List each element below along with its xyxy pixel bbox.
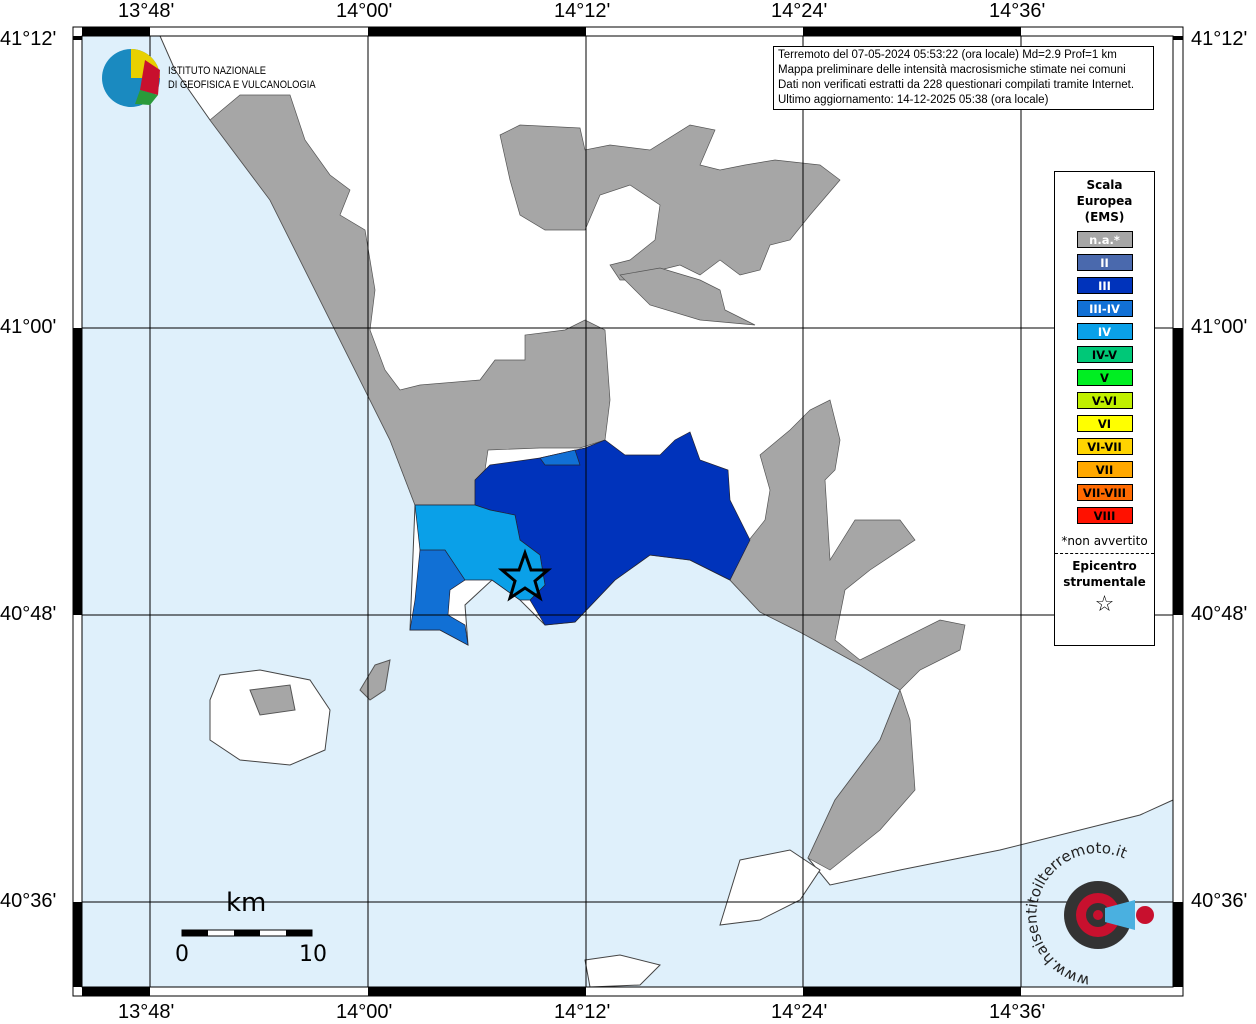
intensity-III-IV-region (409, 449, 581, 646)
lat-tick-left-2: 41°00' (0, 316, 57, 338)
lon-tick-bottom-1: 13°48' (118, 1001, 175, 1023)
na-region-north (499, 124, 841, 281)
ingv-logo-text: ISTITUTO NAZIONALE DI GEOFISICA E VULCAN… (168, 64, 316, 92)
lat-tick-right-4: 40°36' (1191, 890, 1248, 912)
lat-tick-left-3: 40°48' (0, 603, 57, 625)
legend-swatch-iii: III (1076, 277, 1133, 294)
scale-min: 0 (175, 942, 189, 967)
legend-swatch-vi: VI (1076, 415, 1133, 432)
legend-swatch-vii: VII (1076, 461, 1133, 478)
legend-swatch-v-vi: V-VI (1076, 392, 1133, 409)
legend-swatches: n.a.* II III III-IV IV IV-V V V-VI VI VI-VII VII VI… (1055, 231, 1154, 524)
legend-title: Scala Europea (EMS) (1055, 177, 1154, 225)
lon-tick-bottom-5: 14°36' (989, 1001, 1046, 1023)
lon-tick-bottom-4: 14°24' (771, 1001, 828, 1023)
legend-swatch-na: n.a.* (1076, 231, 1133, 248)
epicenter-line: strumentale (1063, 575, 1146, 589)
na-region-vesuvius (729, 399, 966, 871)
lon-tick-bottom-2: 14°00' (336, 1001, 393, 1023)
epicenter-star-icon: ☆ (1094, 592, 1115, 617)
legend-swatch-iv: IV (1076, 323, 1133, 340)
lon-tick-top-3: 14°12' (554, 0, 611, 22)
legend-swatch-v: V (1076, 369, 1133, 386)
lat-tick-right-1: 41°12' (1191, 28, 1248, 50)
map-frame (72, 26, 1184, 997)
ingv-line: DI GEOFISICA E VULCANOLOGIA (168, 79, 316, 91)
lon-tick-bottom-3: 14°12' (554, 1001, 611, 1023)
lat-tick-left-1: 41°12' (0, 28, 57, 50)
legend-epicenter-label: Epicentro strumentale (1055, 553, 1154, 590)
legend-title-line: Europea (1076, 194, 1133, 208)
legend-swatch-vi-vii: VI-VII (1076, 438, 1133, 455)
earthquake-info-box: Terremoto del 07-05-2024 05:53:22 (ora l… (773, 46, 1154, 110)
ingv-logo-globe (102, 49, 160, 107)
graticule (82, 36, 1173, 987)
lon-tick-top-5: 14°36' (989, 0, 1046, 22)
scale-max: 10 (299, 942, 327, 967)
scale-bar (181, 929, 313, 937)
lon-tick-top-4: 14°24' (771, 0, 828, 22)
ischia-island (209, 669, 331, 766)
epicenter-star (497, 548, 553, 602)
ingv-line: ISTITUTO NAZIONALE (168, 65, 267, 77)
epicenter-line: Epicentro (1072, 559, 1137, 573)
legend-swatch-iii-iv: III-IV (1076, 300, 1133, 317)
legend-title-line: (EMS) (1084, 210, 1125, 224)
ischia-na (249, 684, 296, 716)
ems-legend: Scala Europea (EMS) n.a.* II III III-IV IV IV… (1054, 171, 1155, 646)
lon-tick-top-2: 14°00' (336, 0, 393, 22)
lat-tick-left-4: 40°36' (0, 890, 57, 912)
legend-title-line: Scala (1086, 178, 1123, 192)
legend-swatch-viii: VIII (1076, 507, 1133, 524)
scale-unit: km (226, 888, 267, 918)
lat-tick-right-3: 40°48' (1191, 603, 1248, 625)
info-line: Mappa preliminare delle intensità macros… (778, 64, 1126, 76)
info-line: Terremoto del 07-05-2024 05:53:22 (ora l… (778, 49, 1117, 61)
capri-island (584, 954, 661, 988)
legend-swatch-vii-viii: VII-VIII (1076, 484, 1133, 501)
info-line: Dati non verificati estratti da 228 ques… (778, 79, 1135, 91)
legend-swatch-ii: II (1076, 254, 1133, 271)
lat-tick-right-2: 41°00' (1191, 316, 1248, 338)
lon-tick-top-1: 13°48' (118, 0, 175, 22)
info-line: Ultimo aggiornamento: 14-12-2025 05:38 (… (778, 94, 1049, 106)
sorrento-white (719, 849, 821, 926)
legend-note: *non avvertito (1061, 534, 1148, 548)
legend-swatch-iv-v: IV-V (1076, 346, 1133, 363)
na-region-east (619, 267, 756, 326)
